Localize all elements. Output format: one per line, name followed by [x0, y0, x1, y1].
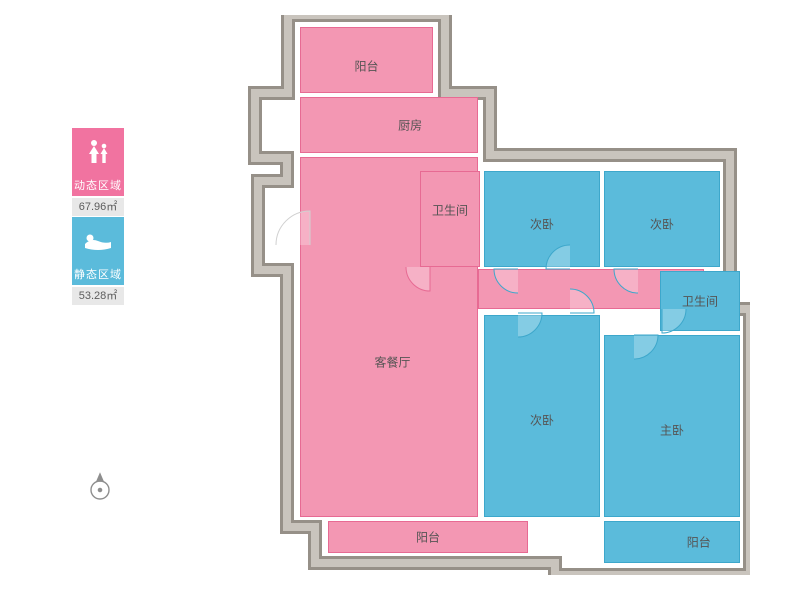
room-label: 卫生间 [432, 201, 468, 218]
legend-static-swatch [72, 217, 124, 265]
floorplan-canvas: 动态区域 67.96㎡ 静态区域 53.28㎡ 阳台厨房客餐厅卫生间 [0, 0, 800, 600]
legend-dynamic-label: 动态区域 [72, 176, 124, 196]
room-label: 次卧 [530, 412, 554, 429]
room-bed-master: 主卧 [604, 335, 740, 517]
legend-static-label: 静态区域 [72, 265, 124, 285]
compass-icon [85, 472, 115, 502]
room-label: 厨房 [398, 117, 422, 134]
legend-dynamic: 动态区域 67.96㎡ [72, 128, 124, 216]
room-label: 次卧 [530, 215, 554, 232]
room-balcony-bot-right: 阳台 [604, 521, 740, 563]
room-label: 次卧 [650, 215, 674, 232]
room-balcony-bot-left: 阳台 [328, 521, 528, 553]
room-label: 客餐厅 [375, 354, 411, 371]
room-label: 阳台 [687, 534, 711, 551]
floorplan: 阳台厨房客餐厅卫生间阳台次卧次卧卫生间次卧主卧阳台 [240, 15, 750, 575]
room-bed2-bottom: 次卧 [484, 315, 600, 517]
room-bed2-left: 次卧 [484, 171, 600, 267]
room-wc-left: 卫生间 [420, 171, 480, 267]
sleep-icon [81, 230, 115, 252]
legend-static: 静态区域 53.28㎡ [72, 217, 124, 305]
legend-dynamic-swatch [72, 128, 124, 176]
room-label: 主卧 [660, 421, 684, 438]
room-label: 卫生间 [682, 293, 718, 310]
legend-dynamic-value: 67.96㎡ [72, 198, 124, 216]
people-icon [83, 137, 113, 167]
room-bed2-right: 次卧 [604, 171, 720, 267]
room-wc-right: 卫生间 [660, 271, 740, 331]
room-label: 阳台 [354, 58, 378, 75]
room-kitchen: 厨房 [300, 97, 478, 153]
legend-static-value: 53.28㎡ [72, 287, 124, 305]
room-balcony-top: 阳台 [300, 27, 433, 93]
room-label: 阳台 [416, 529, 440, 546]
